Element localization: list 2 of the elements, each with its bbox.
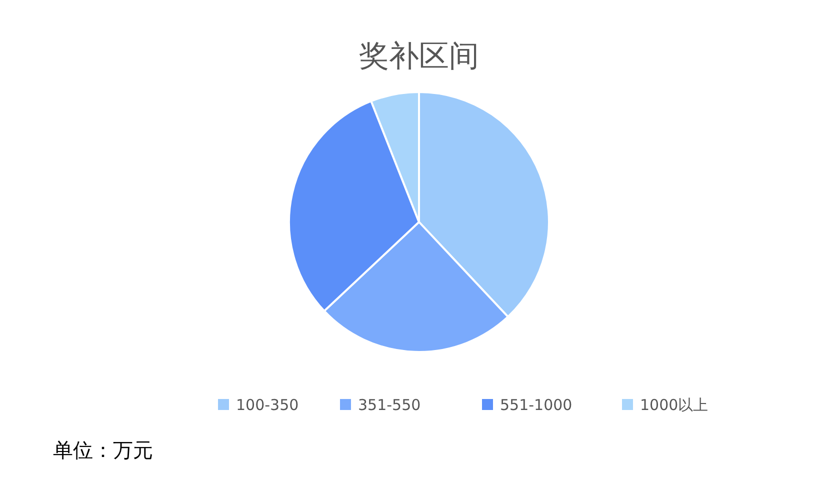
title: 奖补区间 [359, 39, 479, 74]
annotation: 单位：万元 [53, 438, 153, 462]
